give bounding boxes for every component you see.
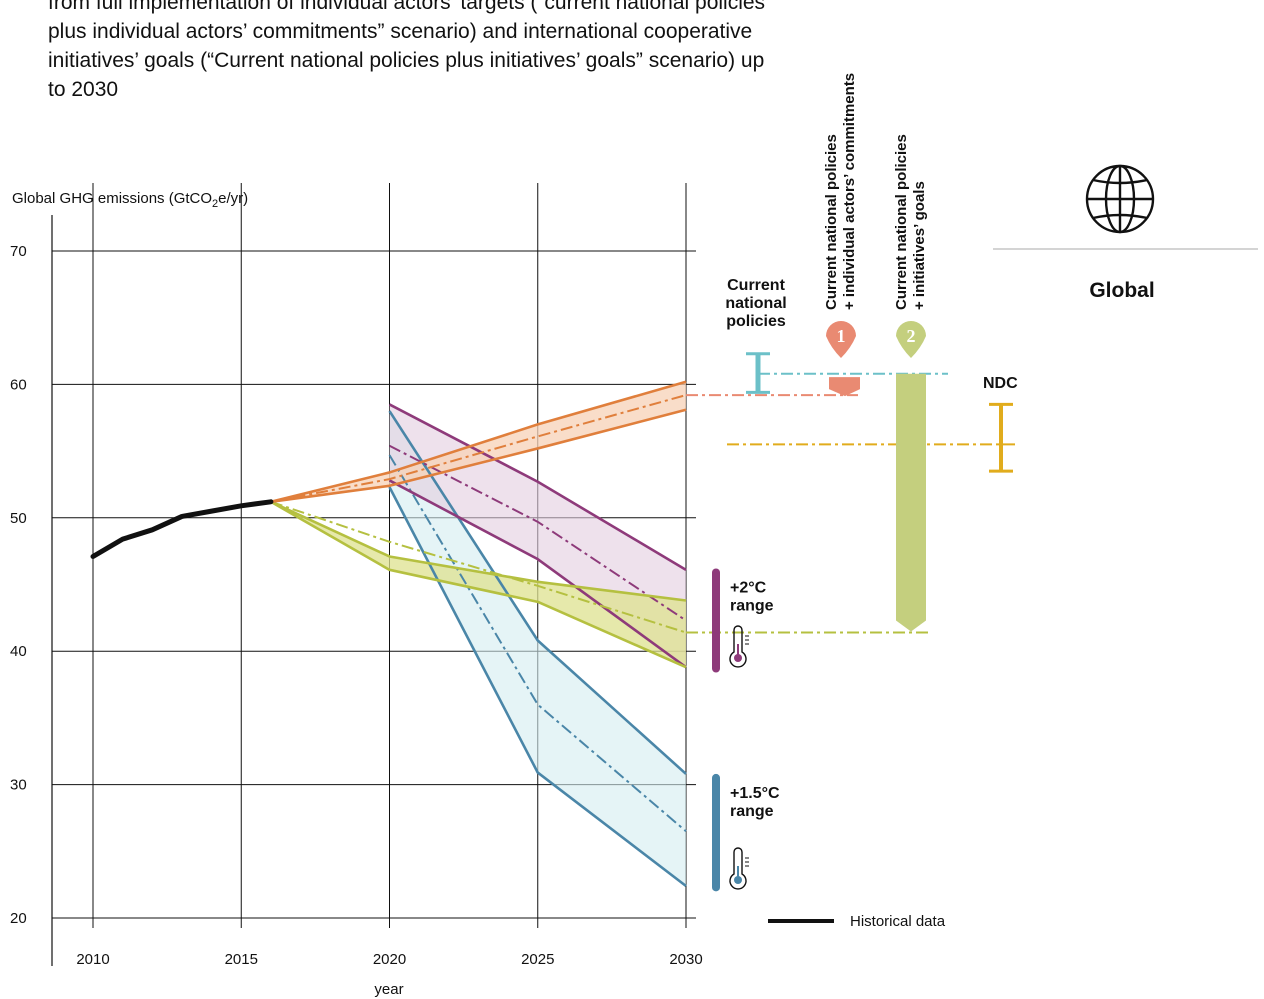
initiatives-upper-line: [270, 500, 687, 602]
two-degree-median-line: [389, 444, 687, 622]
x-axis-label: year: [374, 981, 403, 998]
region-label: Global: [1089, 279, 1154, 302]
initiatives-marker: [896, 321, 926, 358]
y-tick-label-40: 40: [10, 643, 27, 660]
one-five-degree-thermometer-icon: [729, 847, 749, 890]
x-tick-label-2025: 2025: [521, 951, 554, 968]
initiatives-median-line: [270, 500, 687, 634]
y-tick-label-20: 20: [10, 910, 27, 927]
initiatives-goals-bar: [896, 373, 926, 632]
one-five-degree-lower-line: [388, 486, 687, 888]
x-tick-label-2020: 2020: [373, 951, 406, 968]
one-five-degree-band: [389, 411, 686, 886]
current-policies-label-line-1: Current: [727, 277, 785, 294]
two-degree-label: +2°C: [730, 579, 767, 596]
y-tick-label-70: 70: [10, 243, 27, 260]
actors-commitments-label: Current national policies + individual ac…: [823, 73, 858, 310]
two-degree-lower-line: [388, 479, 687, 669]
x-tick-label-2030: 2030: [669, 951, 702, 968]
initiatives-band: [270, 501, 686, 668]
current-policies-lower-line: [270, 408, 687, 504]
two-degree-thermometer-outline: [729, 625, 747, 668]
current-policies-label-line-3: policies: [726, 313, 786, 330]
actors-commitments-bar: [829, 377, 860, 397]
actors-marker-number: 1: [837, 326, 846, 346]
initiatives-marker-number: 2: [907, 326, 916, 346]
initiatives-lower-line: [270, 500, 687, 669]
ndc-label: NDC: [983, 375, 1018, 392]
y-tick-label-60: 60: [10, 376, 27, 393]
y-tick-label-30: 30: [10, 777, 27, 794]
two-degree-upper-line: [388, 403, 687, 571]
two-degree-thermometer-icon: [729, 625, 749, 668]
one-five-degree-label: +1.5°C: [730, 785, 780, 802]
historical-line: [90, 499, 274, 559]
one-five-degree-median-line: [388, 454, 687, 833]
actors-commitments-label-line-1: Current national policies: [823, 134, 840, 310]
legend-historical-label: Historical data: [850, 913, 946, 930]
y-tick-label-50: 50: [10, 510, 27, 527]
current-policies-median-line: [270, 394, 687, 503]
intro-text: from full implementation of individual a…: [48, 0, 766, 101]
current-policies-label-line-2: national: [725, 295, 786, 312]
one-five-degree-upper-line: [388, 410, 687, 775]
initiatives-goals-label-line-2: + initiatives’ goals: [911, 181, 928, 310]
two-degree-label-2: range: [730, 597, 774, 614]
one-five-degree-label-2: range: [730, 803, 774, 820]
actors-marker: [826, 321, 856, 358]
x-tick-label-2015: 2015: [225, 951, 258, 968]
one-five-degree-thermometer-outline: [729, 847, 747, 890]
globe-icon: [1085, 164, 1155, 234]
x-tick-label-2010: 2010: [76, 951, 109, 968]
initiatives-goals-label-line-1: Current national policies: [893, 134, 910, 310]
scenario-bands: [270, 381, 686, 886]
actors-commitments-label-line-2: + individual actors’ commitments: [841, 73, 858, 310]
y-axis-label: Global GHG emissions (GtCO2e/yr): [12, 190, 248, 210]
initiatives-goals-label: Current national policies + initiatives’ …: [893, 134, 928, 310]
current-policies-upper-line: [270, 380, 687, 504]
scenario-lines: [90, 380, 687, 888]
